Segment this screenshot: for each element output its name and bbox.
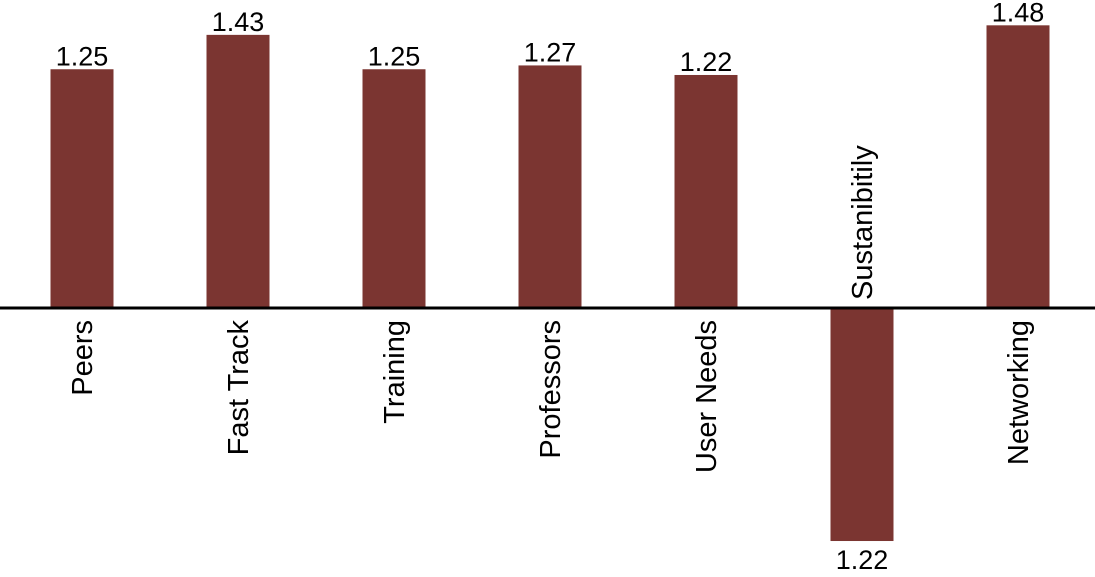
bar-value-label: 1.48: [992, 0, 1045, 27]
category-label: User Needs: [691, 320, 723, 473]
bar-fast-track: [206, 34, 270, 309]
bar-value-label: 1.25: [56, 41, 109, 71]
bar-value-label: 1.27: [524, 37, 577, 67]
category-label: Sustanibitily: [847, 145, 879, 300]
category-label: Training: [379, 320, 411, 424]
category-label: Fast Track: [223, 320, 255, 456]
category-label: Peers: [67, 320, 99, 396]
bar-value-label: 1.25: [368, 41, 421, 71]
bar-sustanibitily: [830, 308, 894, 542]
bars-group: [50, 25, 1050, 542]
bar-peers: [50, 69, 114, 308]
category-label: Professors: [535, 320, 567, 459]
bar-training: [362, 69, 426, 308]
bar-user-needs: [674, 74, 738, 308]
bar-value-label: 1.22: [836, 545, 889, 575]
bar-value-label: 1.22: [680, 47, 733, 77]
bar-value-label: 1.43: [212, 7, 265, 37]
bar-networking: [986, 25, 1050, 308]
category-label: Networking: [1003, 320, 1035, 465]
bar-professors: [518, 65, 582, 309]
labels-group: 1.25 Peers 1.43 Fast Track 1.25 Training 1.27 P…: [56, 0, 1045, 575]
